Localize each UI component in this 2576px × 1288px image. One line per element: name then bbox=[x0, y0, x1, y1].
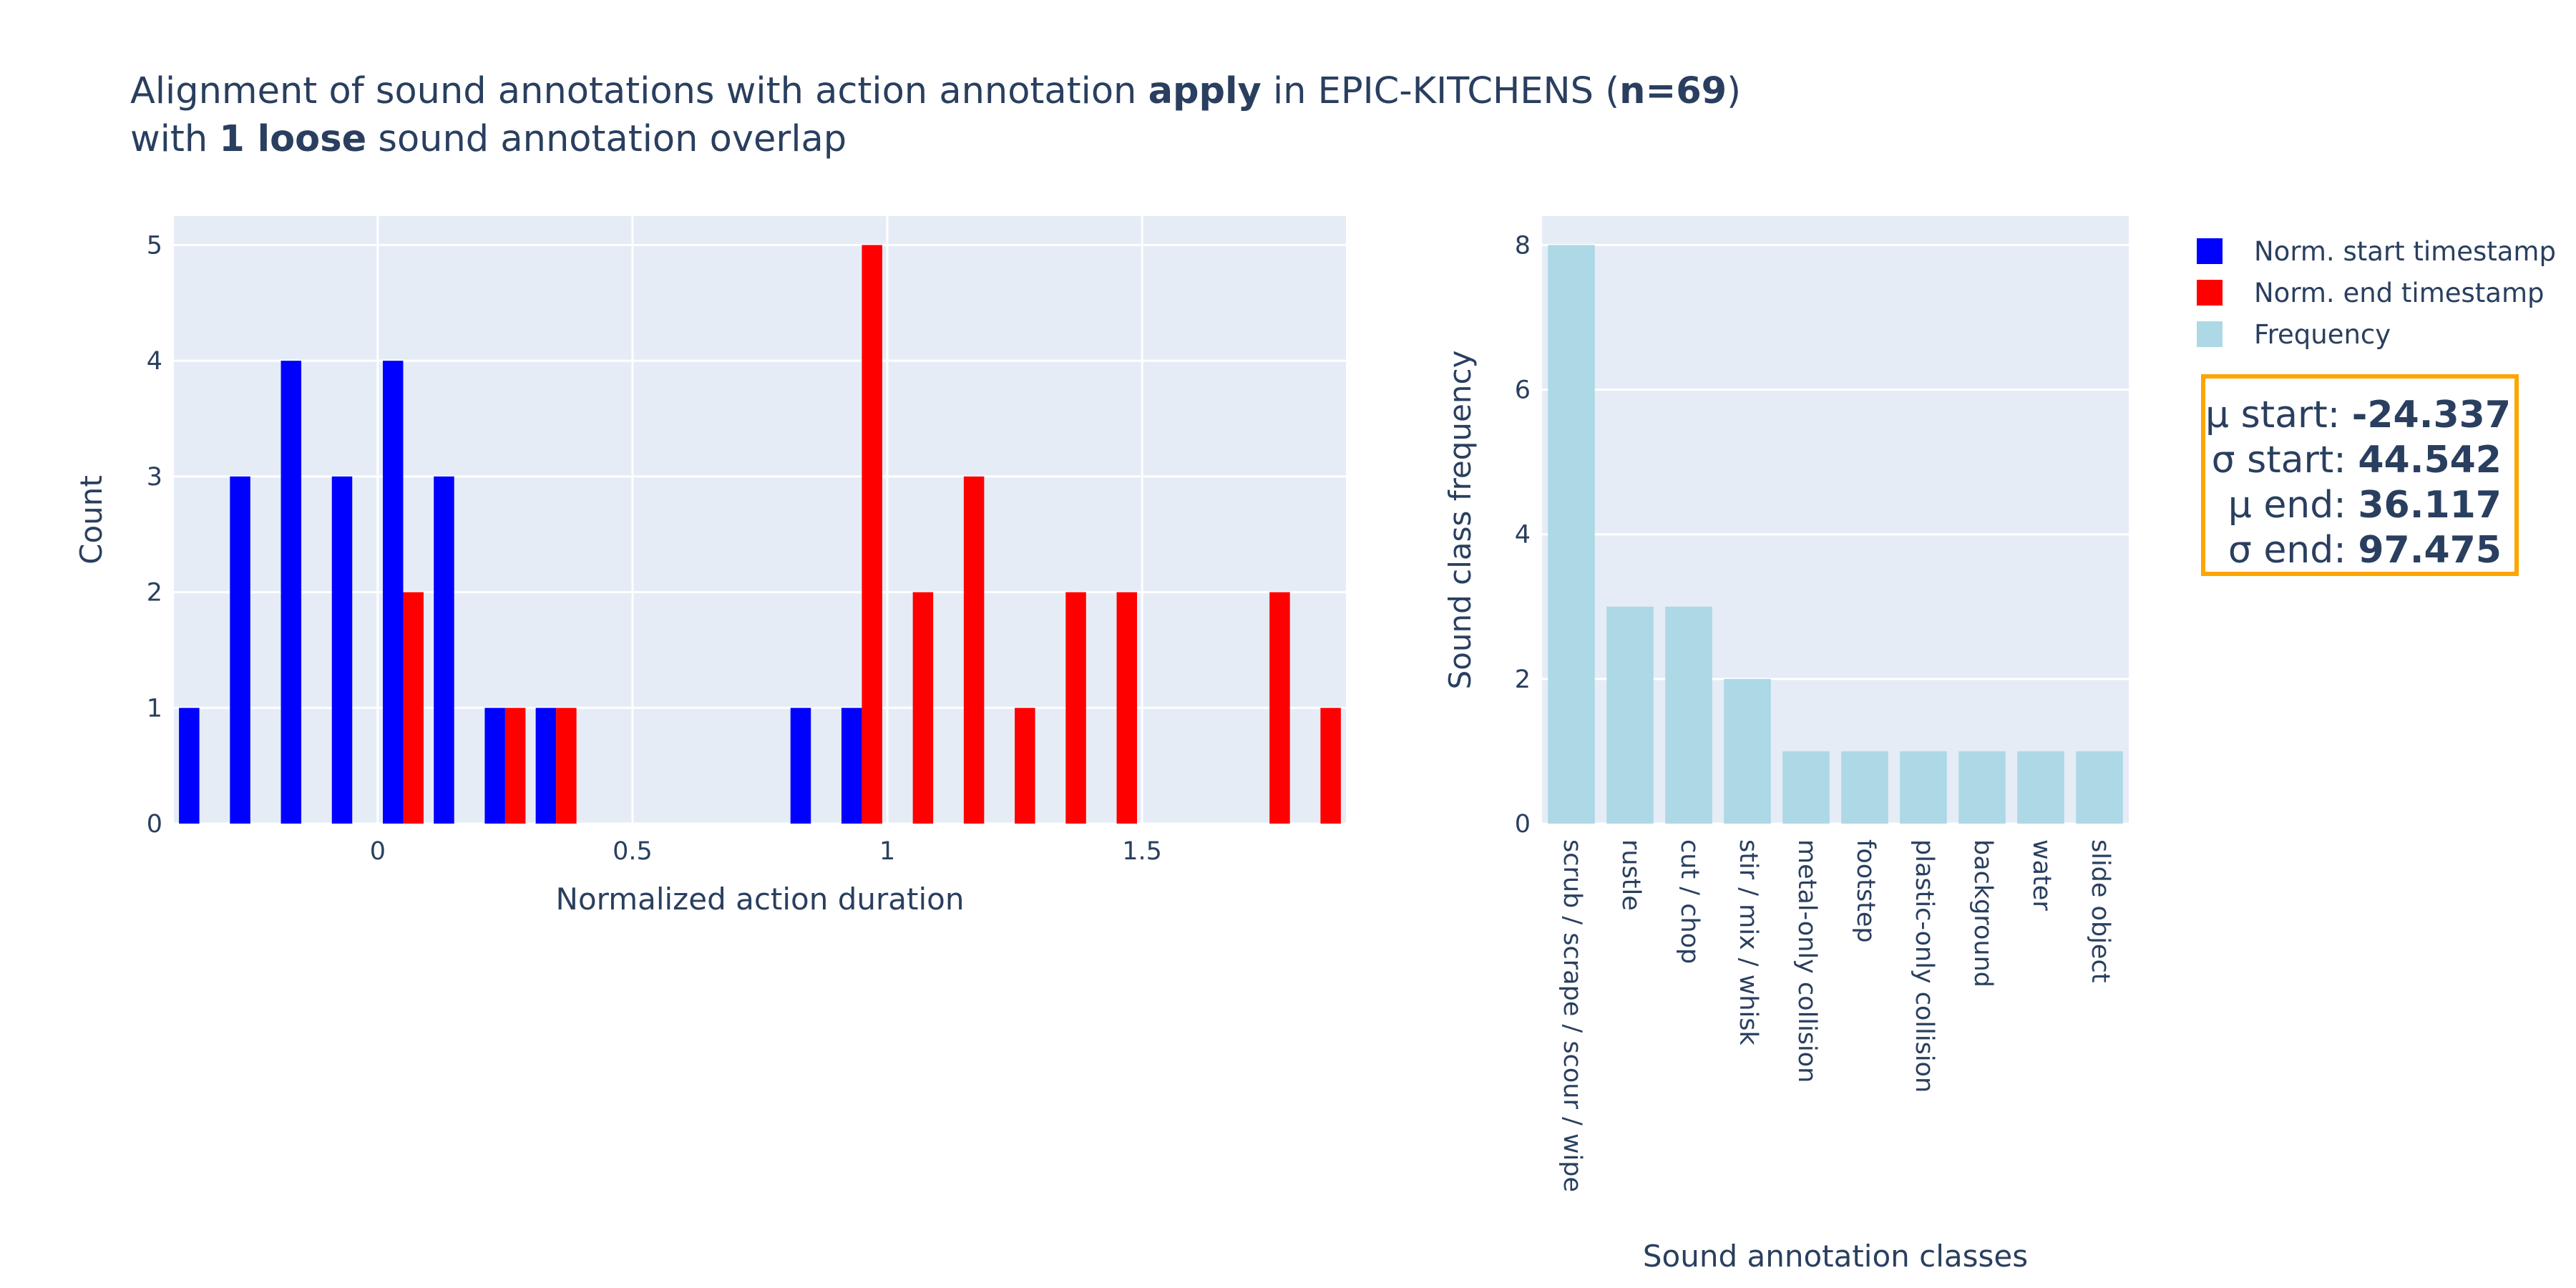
y-tick-label: 1 bbox=[147, 694, 162, 723]
y-tick-label: 3 bbox=[147, 463, 162, 492]
stat-mean-end: μ end: 36.117 bbox=[2205, 483, 2502, 528]
chart-title-line-1: Alignment of sound annotations with acti… bbox=[130, 70, 1741, 112]
bar-start-timestamp bbox=[434, 476, 454, 824]
bar-start-timestamp bbox=[535, 708, 557, 824]
x-axis-title: Sound annotation classes bbox=[1643, 1239, 2028, 1274]
title-overlap: 1 loose bbox=[219, 118, 367, 160]
title-sample-size: n=69 bbox=[1619, 70, 1727, 112]
bar-start-timestamp bbox=[382, 361, 404, 824]
title-action: apply bbox=[1148, 70, 1262, 112]
x-tick-label: slide object bbox=[2086, 839, 2114, 982]
legend-item-end[interactable]: Norm. end timestamp bbox=[2197, 272, 2556, 313]
legend-item-start[interactable]: Norm. start timestamp bbox=[2197, 230, 2556, 272]
bar-sound-class-frequency bbox=[2017, 751, 2064, 824]
x-tick-label: 0 bbox=[370, 837, 386, 866]
title-text: in EPIC-KITCHENS ( bbox=[1261, 70, 1620, 112]
x-tick-label: water bbox=[2027, 839, 2056, 911]
stat-label: μ end: bbox=[2228, 484, 2358, 527]
y-axis-title: Sound class frequency bbox=[1443, 351, 1478, 690]
x-tick-label: metal-only collision bbox=[1792, 839, 1821, 1083]
bar-sound-class-frequency bbox=[1548, 245, 1595, 824]
stats-box: μ start: -24.337 σ start: 44.542 μ end: … bbox=[2201, 374, 2519, 576]
bar-end-timestamp bbox=[504, 708, 526, 824]
x-tick-label: plastic-only collision bbox=[1910, 839, 1938, 1093]
bar-sound-class-frequency bbox=[1665, 606, 1712, 824]
stat-value: -24.337 bbox=[2351, 394, 2512, 436]
title-text: ) bbox=[1727, 70, 1742, 112]
bar-end-timestamp bbox=[1116, 592, 1138, 824]
stat-label: σ end: bbox=[2228, 529, 2358, 572]
bar-sound-class-frequency bbox=[1606, 606, 1654, 824]
bar-start-timestamp bbox=[790, 708, 811, 824]
y-tick-label: 6 bbox=[1515, 376, 1531, 405]
chart-title-line-2: with 1 loose sound annotation overlap bbox=[130, 118, 847, 160]
legend-label: Frequency bbox=[2254, 318, 2391, 350]
bar-end-timestamp bbox=[1015, 708, 1035, 824]
x-tick-label: 1 bbox=[879, 837, 895, 866]
y-tick-label: 4 bbox=[147, 347, 162, 376]
bar-start-timestamp bbox=[280, 361, 302, 824]
y-tick-label: 0 bbox=[147, 810, 162, 839]
stat-mean-start: μ start: -24.337 bbox=[2205, 393, 2511, 438]
bar-end-timestamp bbox=[1065, 592, 1086, 824]
x-tick-label: background bbox=[1968, 839, 1997, 987]
stat-std-end: σ end: 97.475 bbox=[2205, 528, 2502, 573]
bar-end-timestamp bbox=[403, 592, 424, 824]
legend-label: Norm. end timestamp bbox=[2254, 277, 2545, 308]
bar-end-timestamp bbox=[862, 245, 882, 824]
bar-sound-class-frequency bbox=[2076, 751, 2123, 824]
y-tick-label: 4 bbox=[1515, 521, 1531, 550]
stat-label: μ start: bbox=[2205, 394, 2352, 436]
x-tick-label: 1.5 bbox=[1122, 837, 1162, 866]
bar-sound-class-frequency bbox=[1782, 751, 1830, 824]
stat-label: σ start: bbox=[2211, 439, 2358, 482]
x-tick-label: scrub / scrape / scour / wipe bbox=[1558, 839, 1586, 1192]
x-tick-label: cut / chop bbox=[1675, 839, 1704, 964]
stat-value: 97.475 bbox=[2358, 529, 2502, 572]
legend-item-frequency[interactable]: Frequency bbox=[2197, 313, 2556, 355]
x-tick-label: 0.5 bbox=[613, 837, 653, 866]
bar-end-timestamp bbox=[1320, 708, 1341, 824]
bar-start-timestamp bbox=[841, 708, 862, 824]
bar-start-timestamp bbox=[331, 476, 353, 824]
stat-std-start: σ start: 44.542 bbox=[2205, 438, 2502, 483]
bar-end-timestamp bbox=[556, 708, 577, 824]
bar-end-timestamp bbox=[963, 476, 985, 824]
bar-start-timestamp bbox=[484, 708, 505, 824]
legend-swatch-start bbox=[2197, 238, 2223, 264]
title-text: Alignment of sound annotations with acti… bbox=[130, 70, 1148, 112]
y-tick-label: 5 bbox=[147, 231, 162, 260]
y-tick-label: 8 bbox=[1515, 231, 1531, 260]
x-axis-title: Normalized action duration bbox=[556, 882, 965, 917]
stat-value: 44.542 bbox=[2358, 439, 2502, 482]
y-axis-title: Count bbox=[74, 475, 109, 565]
y-tick-label: 2 bbox=[147, 579, 162, 608]
bar-end-timestamp bbox=[1269, 592, 1290, 824]
plot-area-histogram bbox=[174, 216, 1346, 824]
bar-sound-class-frequency bbox=[1958, 751, 2006, 824]
bar-sound-class-frequency bbox=[1900, 751, 1947, 824]
bar-sound-class-frequency bbox=[1841, 751, 1888, 824]
bar-start-timestamp bbox=[230, 476, 250, 824]
bar-start-timestamp bbox=[179, 708, 200, 824]
legend-label: Norm. start timestamp bbox=[2254, 235, 2556, 267]
legend-swatch-end bbox=[2197, 280, 2223, 306]
y-tick-label: 2 bbox=[1515, 665, 1531, 694]
legend-swatch-frequency bbox=[2197, 321, 2223, 347]
bar-end-timestamp bbox=[912, 592, 934, 824]
x-tick-label: stir / mix / whisk bbox=[1734, 839, 1762, 1045]
legend: Norm. start timestamp Norm. end timestam… bbox=[2197, 230, 2556, 355]
x-tick-label: rustle bbox=[1616, 839, 1645, 911]
stat-value: 36.117 bbox=[2358, 484, 2502, 527]
x-tick-label: footstep bbox=[1851, 839, 1880, 943]
bar-sound-class-frequency bbox=[1724, 678, 1771, 824]
title-text: sound annotation overlap bbox=[366, 118, 847, 160]
title-text: with bbox=[130, 118, 220, 160]
y-tick-label: 0 bbox=[1515, 810, 1531, 839]
